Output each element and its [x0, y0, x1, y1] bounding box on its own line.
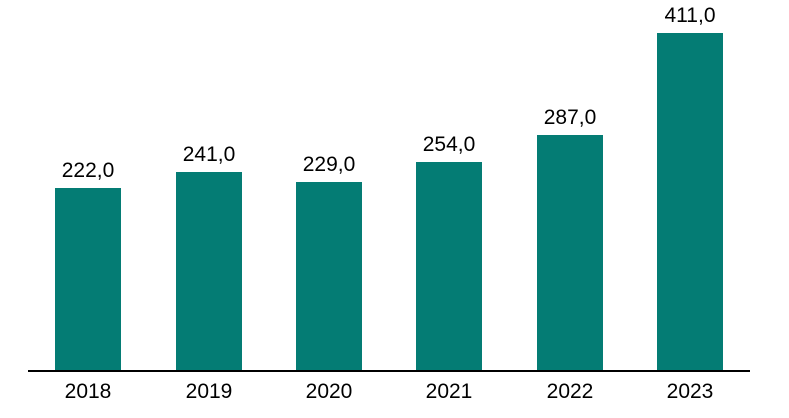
x-axis-label: 2023	[666, 380, 714, 403]
x-axis-label: 2018	[64, 380, 112, 403]
x-axis-label: 2022	[546, 380, 594, 403]
bar	[55, 188, 121, 370]
bar-value-label: 287,0	[543, 106, 597, 129]
bar-value-label: 241,0	[182, 143, 236, 166]
bar	[537, 135, 603, 370]
x-axis-label: 2019	[185, 380, 233, 403]
bar	[176, 172, 242, 370]
x-axis-line	[28, 370, 750, 372]
x-axis-label: 2020	[305, 380, 353, 403]
bar	[416, 162, 482, 370]
bar-value-label: 229,0	[302, 153, 356, 176]
bar-value-label: 222,0	[61, 159, 115, 182]
bar	[657, 33, 723, 370]
bar-value-label: 411,0	[664, 4, 716, 27]
bar	[296, 182, 362, 370]
x-axis-label: 2021	[425, 380, 473, 403]
bar-value-label: 254,0	[422, 133, 476, 156]
